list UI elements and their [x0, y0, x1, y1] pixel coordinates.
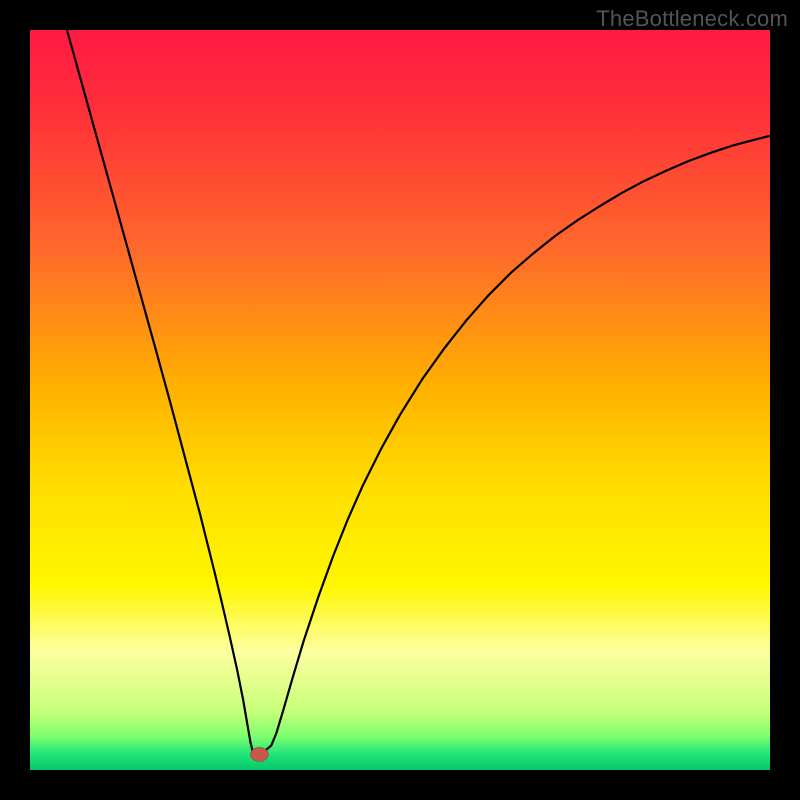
watermark-text: TheBottleneck.com	[596, 6, 788, 32]
gradient-background	[30, 30, 770, 770]
bottleneck-curve-chart	[30, 30, 770, 770]
plot-area	[30, 30, 770, 770]
chart-frame: TheBottleneck.com	[0, 0, 800, 800]
optimal-point-marker	[251, 747, 269, 761]
